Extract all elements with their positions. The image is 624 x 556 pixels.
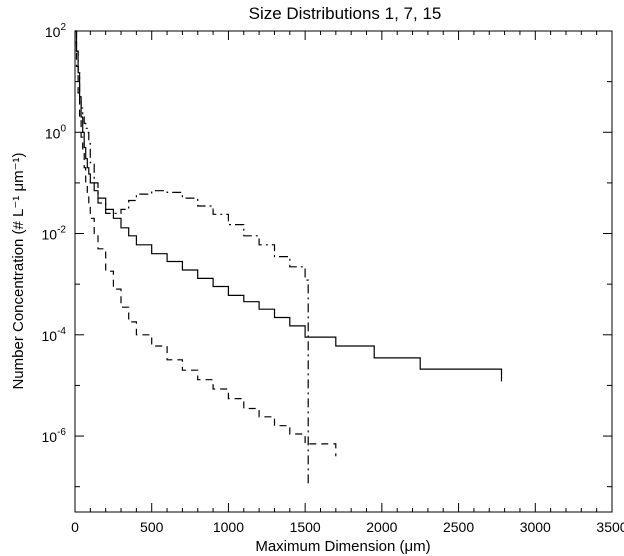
y-tick-label: 10-4 bbox=[42, 326, 67, 344]
series-line-dashed bbox=[75, 41, 337, 457]
series-line-solid bbox=[75, 30, 503, 382]
y-tick-label: 10-2 bbox=[42, 225, 67, 243]
x-tick-label: 3500 bbox=[596, 519, 624, 535]
x-axis: 0 500 1000 1500 2000 2500 3000 3500 bbox=[71, 31, 624, 535]
y-tick-label: 10-6 bbox=[42, 427, 67, 445]
x-tick-label: 2000 bbox=[366, 519, 397, 535]
x-axis-label: Maximum Dimension (μm) bbox=[255, 538, 430, 555]
chart-title: Size Distributions 1, 7, 15 bbox=[249, 4, 442, 23]
y-axis: 102 100 10-2 10-4 10-6 bbox=[42, 22, 612, 488]
plot-frame bbox=[74, 30, 613, 513]
x-tick-label: 3000 bbox=[520, 519, 551, 535]
x-tick-label: 2500 bbox=[443, 519, 474, 535]
series-line-dash-dot bbox=[75, 30, 309, 487]
x-tick-label: 1000 bbox=[213, 519, 244, 535]
y-tick-label: 102 bbox=[45, 22, 67, 40]
y-tick-label: 100 bbox=[45, 123, 67, 141]
x-tick-label: 500 bbox=[140, 519, 164, 535]
x-tick-label: 0 bbox=[71, 519, 79, 535]
y-axis-label: Number Concentration (# L⁻¹ μm⁻¹) bbox=[10, 152, 27, 389]
x-tick-label: 1500 bbox=[290, 519, 321, 535]
series-layer bbox=[75, 30, 503, 487]
